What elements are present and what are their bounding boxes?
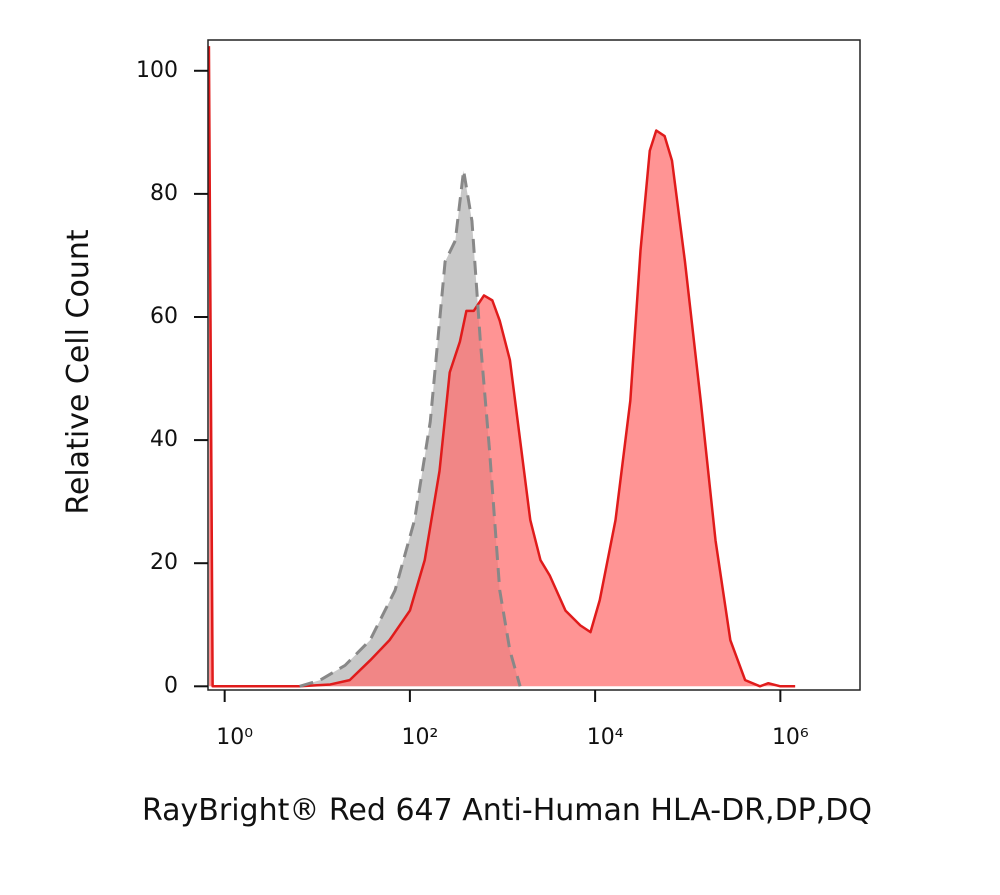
y-tick-label: 100 xyxy=(136,58,178,83)
x-tick-label: 10⁰ xyxy=(216,725,253,750)
y-tick-label: 0 xyxy=(164,673,178,698)
y-tick-label: 40 xyxy=(150,427,178,452)
x-tick-label: 10² xyxy=(401,725,438,750)
y-tick-label: 60 xyxy=(150,304,178,329)
x-axis-title: RayBright® Red 647 Anti-Human HLA-DR,DP,… xyxy=(142,793,872,828)
y-axis-title: Relative Cell Count xyxy=(61,229,96,514)
histogram-line xyxy=(299,168,522,688)
histogram-line xyxy=(207,46,796,688)
x-tick-label: 10⁴ xyxy=(587,725,624,750)
y-tick-label: 80 xyxy=(150,181,178,206)
y-tick-label: 20 xyxy=(150,550,178,575)
plot-frame xyxy=(207,39,861,691)
area-fill xyxy=(208,46,796,687)
x-tick-label: 10⁶ xyxy=(772,725,809,750)
